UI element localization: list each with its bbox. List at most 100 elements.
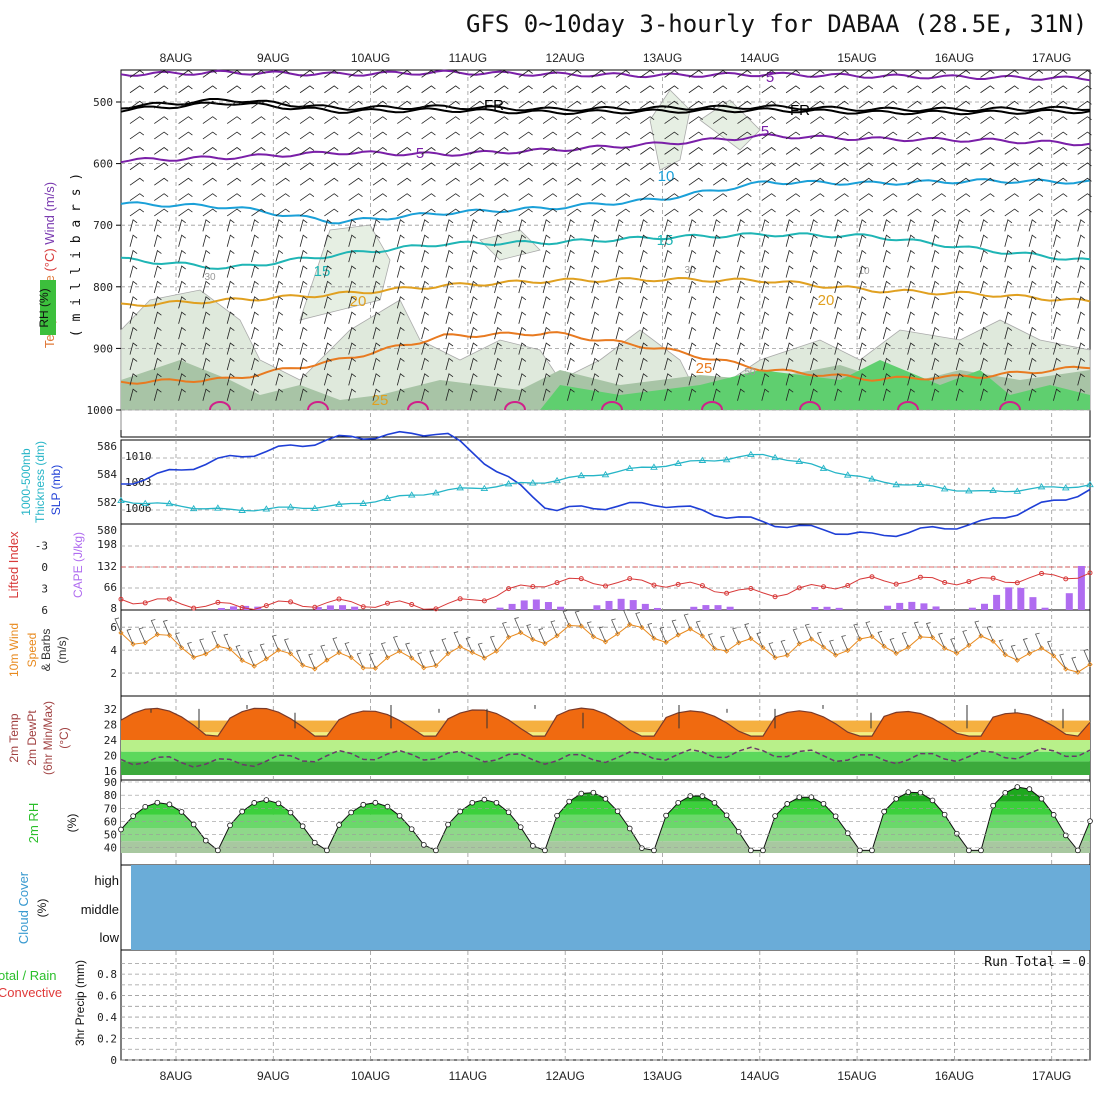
wind-barb — [275, 280, 284, 294]
thickness-marker — [553, 476, 561, 484]
rh-marker — [1002, 790, 1009, 796]
li-marker — [1063, 576, 1069, 582]
wind-barb — [129, 357, 138, 371]
wind-barb — [761, 265, 770, 278]
wind-barb — [882, 234, 891, 247]
wind-barb — [202, 70, 217, 78]
wind-barb — [785, 373, 794, 386]
wind-barb-10m — [514, 617, 522, 633]
wind-barb — [688, 311, 697, 324]
thickness-marker — [1061, 484, 1070, 491]
thickness-marker — [432, 489, 440, 496]
wind-barb — [664, 219, 672, 232]
cape-bar — [726, 606, 734, 610]
thickness-marker — [940, 485, 949, 492]
li-marker — [142, 600, 148, 606]
wind-barb — [494, 296, 502, 309]
wind-barb — [931, 100, 946, 109]
wind-barb — [688, 85, 703, 94]
wind-barb — [955, 234, 964, 247]
wind-barb — [299, 234, 308, 247]
wind-barb — [348, 162, 363, 171]
wind-barb — [664, 280, 672, 294]
wind-speed-marker — [833, 652, 839, 658]
wind-barb — [664, 85, 679, 94]
rh-marker — [844, 830, 851, 837]
ylabel-wind: Speed — [25, 633, 39, 668]
wind-barb — [445, 265, 454, 278]
li-marker — [942, 580, 948, 586]
wind-barb — [712, 357, 721, 371]
wind-speed-marker — [675, 632, 681, 638]
wind-barb — [712, 147, 728, 155]
wind-barb — [178, 193, 193, 201]
wind-barb — [178, 234, 186, 247]
wind-barb — [615, 131, 631, 140]
wind-barb — [834, 234, 843, 247]
wind-barb — [372, 193, 388, 201]
wind-barb — [615, 100, 631, 109]
wind-barb — [153, 219, 162, 232]
wind-barb — [955, 311, 964, 324]
rh-marker — [772, 813, 778, 819]
wind-barb — [980, 357, 988, 371]
rh-marker — [760, 847, 766, 854]
ytick-label: 600 — [93, 158, 113, 171]
wind-barb — [688, 357, 697, 371]
wind-barb — [542, 208, 558, 217]
contour-label: 25 — [372, 392, 389, 409]
wind-barb — [785, 147, 801, 155]
wind-barb — [931, 388, 940, 401]
wind-barb — [251, 357, 259, 371]
date-label-bottom: 17AUG — [1032, 1069, 1071, 1083]
wind-barb-10m — [598, 626, 606, 642]
thickness-marker — [1086, 480, 1094, 488]
ytick-label-precip: 0 — [110, 1054, 117, 1067]
wind-barb — [299, 326, 308, 340]
wind-barb — [810, 219, 818, 232]
rh-marker — [917, 789, 924, 796]
wind-barb — [785, 249, 794, 263]
li-line — [120, 572, 1091, 611]
wind-barb — [202, 265, 211, 278]
wind-barb — [907, 85, 922, 94]
wind-barb — [737, 85, 752, 94]
ylabel-millibars: ( m i l l i b a r s ) — [69, 173, 84, 337]
wind-barb — [955, 208, 971, 217]
wind-barb — [639, 296, 648, 309]
wind-barb — [129, 265, 138, 278]
temp-area — [121, 708, 1090, 740]
wind-barb-10m — [659, 626, 667, 643]
wind-barb — [907, 342, 915, 355]
wind-barb — [858, 388, 867, 401]
rh-marker — [311, 839, 318, 846]
wind-barb — [664, 296, 672, 309]
wind-barb — [348, 296, 357, 309]
wind-barb — [421, 85, 436, 94]
wind-barb — [858, 249, 867, 263]
rh-marker — [263, 797, 270, 803]
wind-barb — [688, 100, 703, 109]
wind-barb — [761, 162, 776, 171]
rh-marker — [505, 809, 512, 816]
wind-barb — [712, 265, 721, 278]
wind-barb — [494, 373, 502, 386]
cape-bar — [617, 598, 625, 610]
wind-barb — [542, 280, 551, 294]
wind-barb — [324, 311, 332, 324]
rh-marker — [299, 823, 306, 829]
ylabel-precip: 3hr Precip (mm) — [73, 960, 87, 1046]
rh-marker — [493, 799, 500, 806]
wind-barb — [785, 234, 794, 247]
wind-barb — [858, 234, 867, 247]
thickness-marker — [311, 504, 319, 511]
wind-barb — [129, 147, 145, 155]
ylabel-thickness-1: 1000-500mb — [19, 448, 33, 516]
wind-barb — [712, 85, 728, 94]
wind-barb — [688, 326, 697, 340]
wind-barb — [907, 234, 915, 247]
wind-barb-10m — [417, 652, 425, 668]
wind-barb — [737, 265, 745, 278]
wind-barb — [348, 131, 363, 140]
wind-barb — [348, 280, 357, 294]
